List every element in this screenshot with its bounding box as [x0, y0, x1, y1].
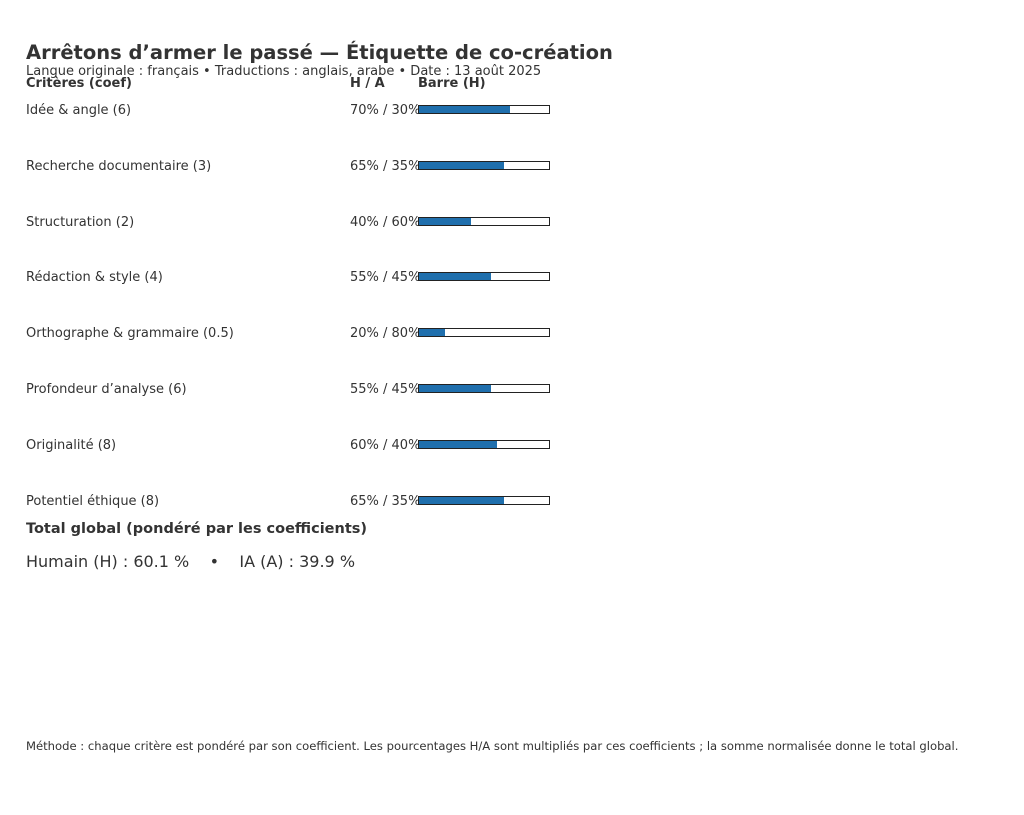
ha-value-label: 65% / 35%: [350, 493, 421, 509]
column-header-ha: H / A: [350, 76, 385, 91]
bar-fill-human: [419, 385, 491, 392]
bar-track: [418, 495, 550, 505]
ha-value-label: 55% / 45%: [350, 382, 421, 397]
bar-fill-human: [419, 329, 445, 337]
ha-value-label: 20% / 80%: [350, 326, 421, 342]
criterion-label: Structuration (2): [26, 214, 135, 230]
column-header-bar: Barre (H): [418, 76, 486, 91]
method-note: Méthode : chaque critère est pondéré par…: [26, 739, 959, 753]
bar-fill-human: [419, 217, 471, 225]
criterion-label: Potentiel éthique (8): [26, 493, 160, 509]
criterion-label: Recherche documentaire (3): [26, 158, 212, 174]
ha-value-label: 55% / 45%: [350, 270, 421, 286]
criterion-label: Profondeur d’analyse (6): [26, 382, 187, 397]
bar-track: [418, 272, 550, 282]
bar-fill-human: [419, 106, 510, 113]
total-ai: IA (A) : 39.9 %: [239, 552, 356, 571]
page-subtitle: Langue originale : français • Traduction…: [26, 64, 542, 79]
criterion-label: Originalité (8): [26, 437, 117, 453]
criterion-label: Idée & angle (6): [26, 103, 132, 118]
page-title: Arrêtons d’armer le passé — Étiquette de…: [26, 41, 613, 64]
bar-fill-human: [419, 161, 504, 169]
bar-fill-human: [419, 273, 491, 281]
total-heading: Total global (pondéré par les coefficien…: [26, 521, 368, 537]
ha-value-label: 65% / 35%: [350, 158, 421, 174]
ha-value-label: 60% / 40%: [350, 437, 421, 453]
bar-track: [418, 216, 550, 226]
bar-track: [418, 384, 550, 393]
bar-fill-human: [419, 496, 504, 504]
ha-value-label: 70% / 30%: [350, 103, 421, 118]
bar-fill-human: [419, 440, 497, 448]
bar-track: [418, 439, 550, 449]
total-line: Humain (H) : 60.1 % • IA (A) : 39.9 %: [26, 552, 355, 571]
bar-track: [418, 328, 550, 338]
criterion-label: Orthographe & grammaire (0.5): [26, 326, 234, 342]
criterion-label: Rédaction & style (4): [26, 270, 163, 286]
bar-track: [418, 160, 550, 170]
total-human: Humain (H) : 60.1 %: [26, 552, 190, 571]
bar-track: [418, 105, 550, 114]
total-separator: •: [209, 552, 220, 571]
column-header-criteria: Critères (coef): [26, 76, 132, 91]
ha-value-label: 40% / 60%: [350, 214, 421, 230]
